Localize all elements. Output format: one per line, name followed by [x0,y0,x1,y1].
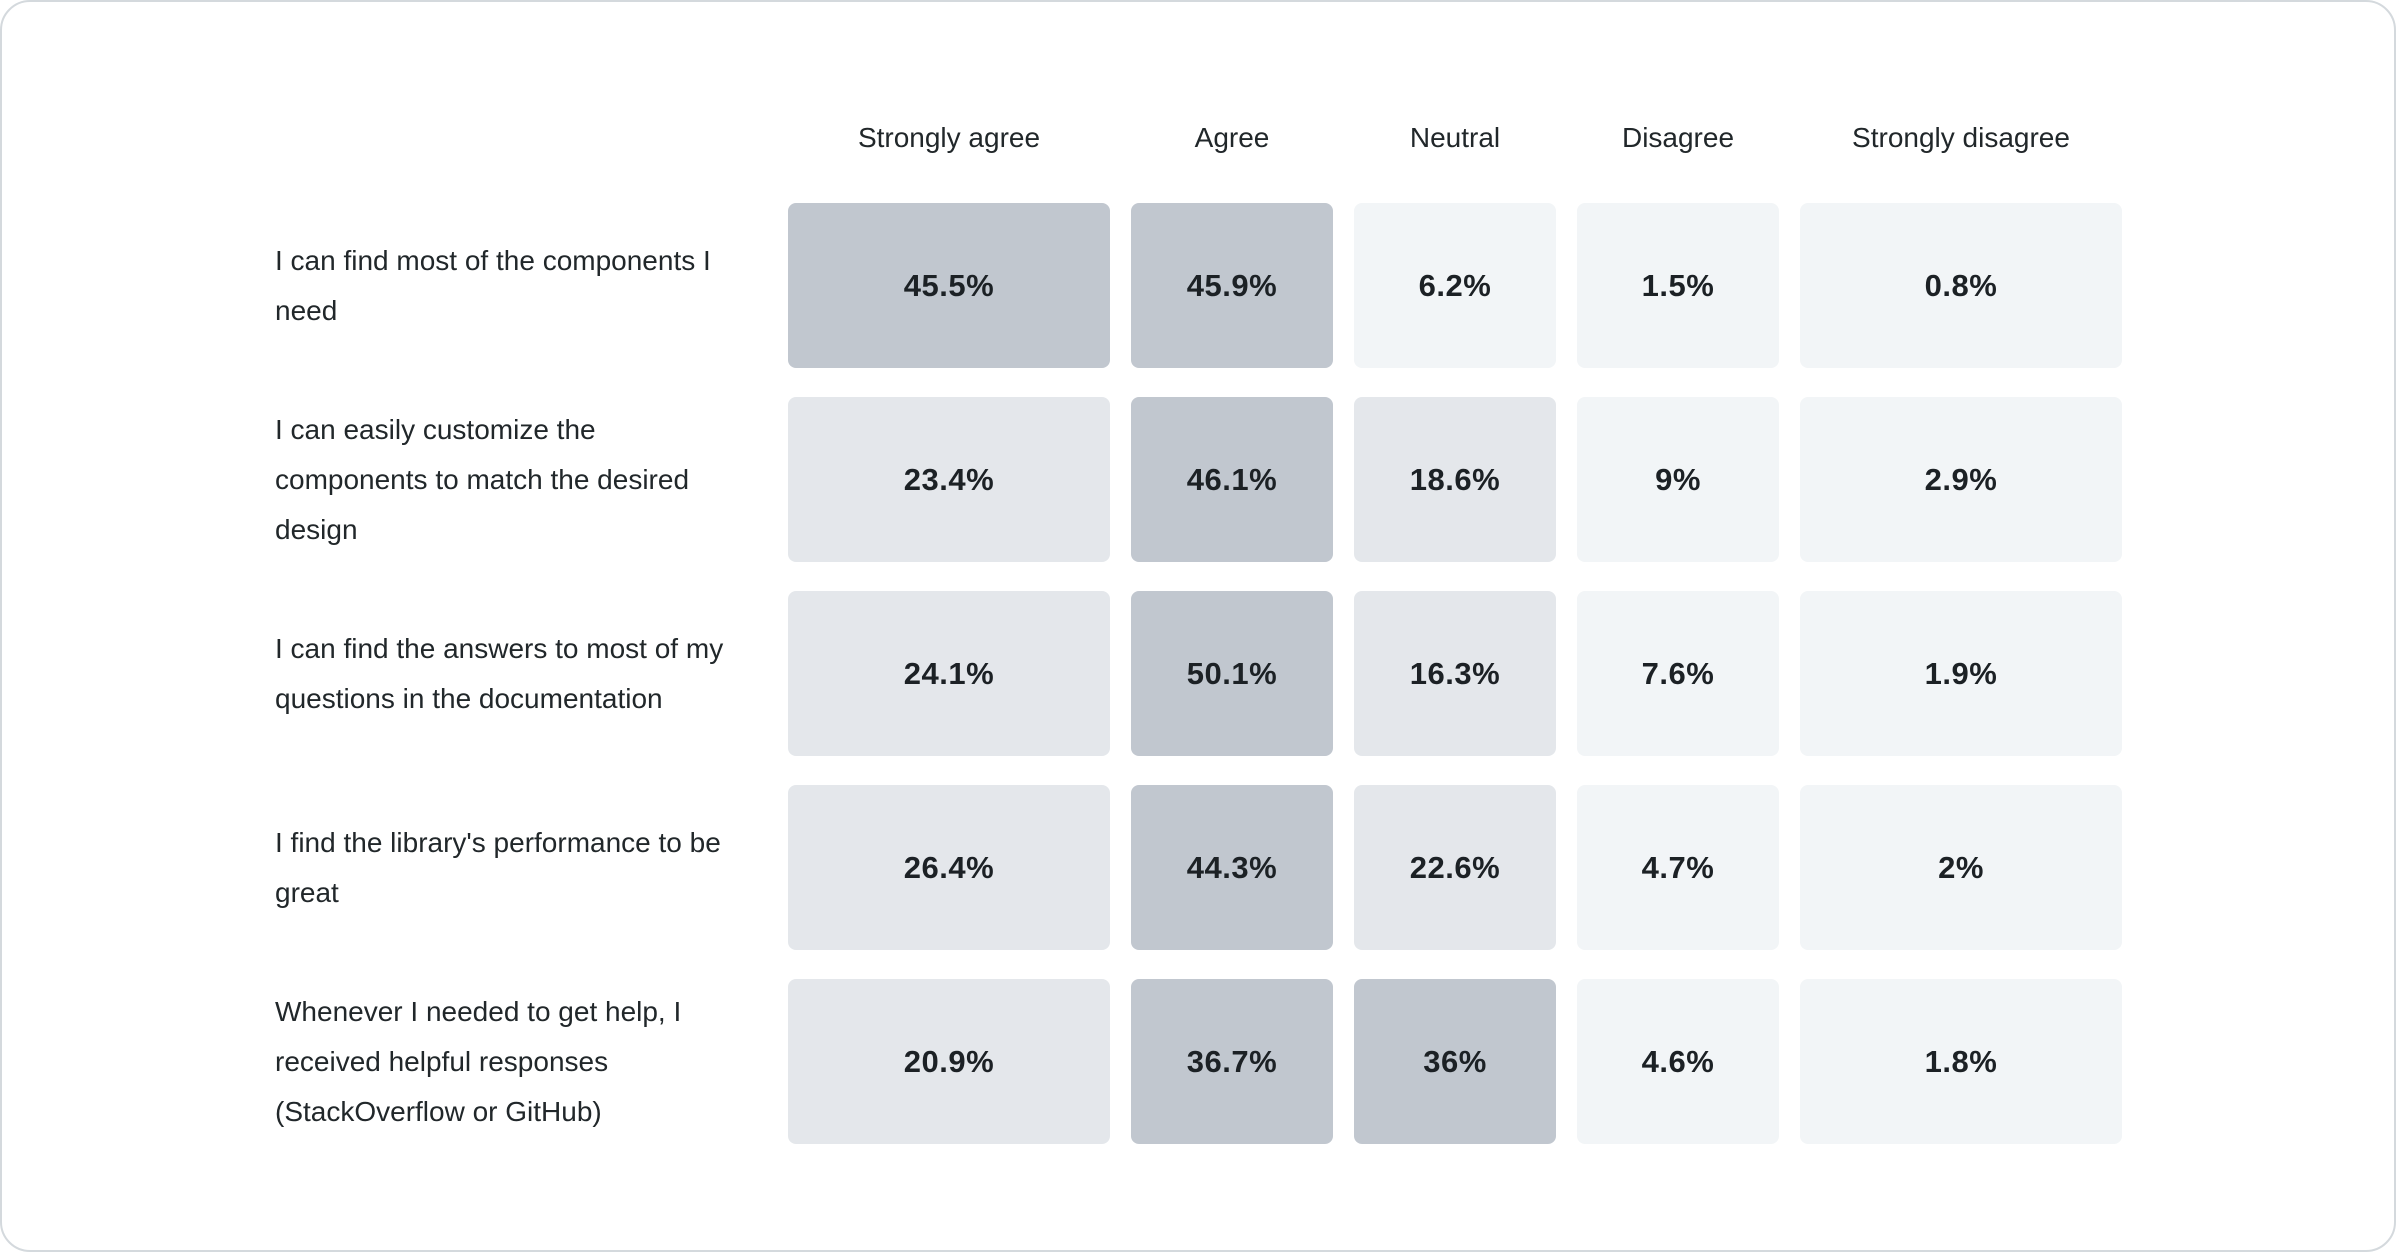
heatmap-cell: 45.5% [788,203,1110,368]
heatmap-cell: 1.5% [1577,203,1779,368]
heatmap-cell: 46.1% [1131,397,1333,562]
cell-value: 4.7% [1641,849,1715,885]
column-header: Strongly disagree [1852,122,2070,153]
column-header: Disagree [1621,122,1735,153]
cell-value: 1.8% [1924,1043,1998,1079]
cell-value: 46.1% [1186,461,1278,497]
heatmap-cell: 4.7% [1577,785,1779,950]
heatmap-cell: 1.9% [1800,591,2122,756]
cell-value: 45.5% [903,267,995,303]
cell-value: 1.9% [1924,655,1998,691]
heatmap-cell: 20.9% [788,979,1110,1144]
heatmap-cell: 6.2% [1354,203,1556,368]
heatmap-cell: 9% [1577,397,1779,562]
heatmap-cell: 16.3% [1354,591,1556,756]
heatmap-cell: 36% [1354,979,1556,1144]
heatmap-cell: 2.9% [1800,397,2122,562]
cell-value: 0.8% [1924,267,1998,303]
cell-value: 26.4% [903,849,995,885]
heatmap-cell: 50.1% [1131,591,1333,756]
heatmap-cell: 26.4% [788,785,1110,950]
cell-value: 18.6% [1409,461,1501,497]
heatmap-cell: 23.4% [788,397,1110,562]
cell-value: 4.6% [1641,1043,1715,1079]
row-label: I find the library's performance to be g… [275,826,721,908]
row-label: I can find the answers to most of my que… [275,632,724,714]
cell-value: 2% [1938,849,1984,885]
cell-value: 22.6% [1409,849,1501,885]
column-header: Neutral [1409,122,1501,153]
heatmap-cell: 36.7% [1131,979,1333,1144]
cell-value: 20.9% [903,1043,995,1079]
column-header: Strongly agree [857,122,1041,153]
cell-value: 9% [1655,461,1701,497]
cell-value: 6.2% [1418,267,1492,303]
cell-value: 2.9% [1924,461,1998,497]
heatmap-cell: 44.3% [1131,785,1333,950]
header-corner-spacer [275,102,767,174]
heatmap-cell: 4.6% [1577,979,1779,1144]
cell-value: 44.3% [1186,849,1278,885]
row-label: Whenever I needed to get help, I receive… [275,995,682,1127]
heatmap-cell: 2% [1800,785,2122,950]
survey-heatmap: Strongly agree Agree Neutral Disagree Strong… [2,2,2394,1144]
column-header: Agree [1194,122,1270,153]
cell-value: 24.1% [903,655,995,691]
cell-value: 1.5% [1641,267,1715,303]
row-label: I can easily customize the components to… [275,413,690,545]
heatmap-cell: 18.6% [1354,397,1556,562]
cell-value: 16.3% [1409,655,1501,691]
heatmap-cell: 1.8% [1800,979,2122,1144]
cell-value: 50.1% [1186,655,1278,691]
heatmap-cell: 0.8% [1800,203,2122,368]
heatmap-cell: 24.1% [788,591,1110,756]
cell-value: 36.7% [1186,1043,1278,1079]
heatmap-cell: 22.6% [1354,785,1556,950]
heatmap-cell: 45.9% [1131,203,1333,368]
cell-value: 36% [1423,1043,1487,1079]
cell-value: 23.4% [903,461,995,497]
row-label: I can find most of the components I need [275,244,711,326]
cell-value: 7.6% [1641,655,1715,691]
cell-value: 45.9% [1186,267,1278,303]
heatmap-cell: 7.6% [1577,591,1779,756]
